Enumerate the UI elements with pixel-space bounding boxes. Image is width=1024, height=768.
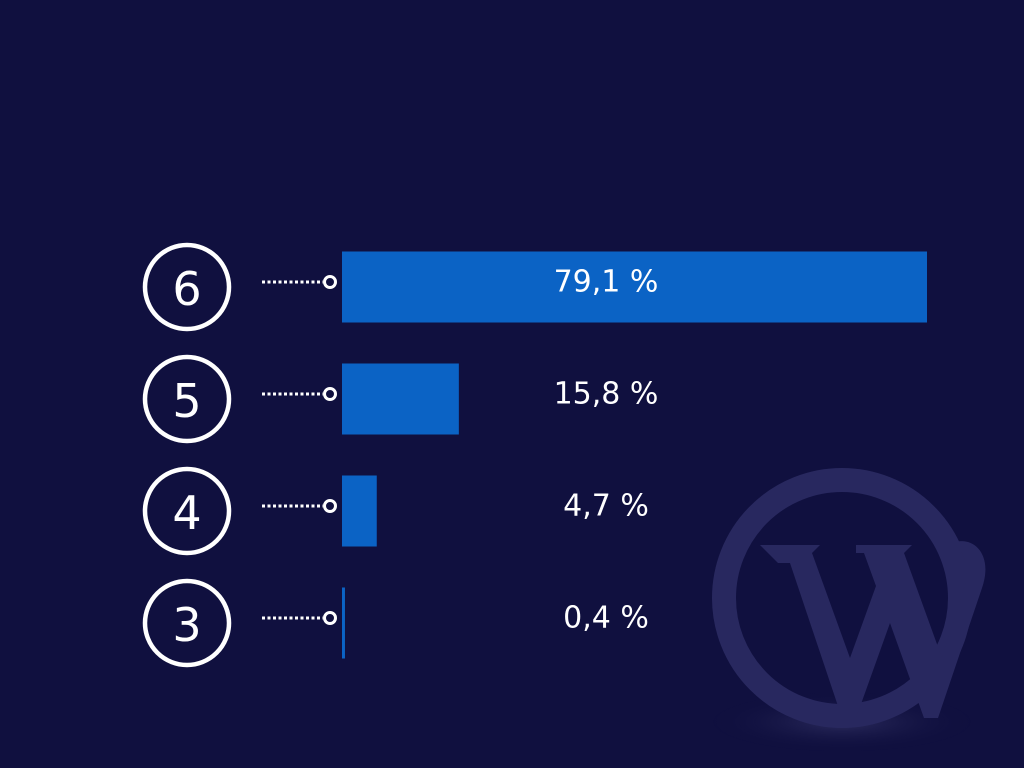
- connector-end: [323, 387, 337, 401]
- category-circle: [142, 242, 232, 332]
- category-label: 3: [172, 598, 201, 652]
- category-label: 5: [172, 374, 201, 428]
- connector-end: [323, 499, 337, 513]
- rows: 6 79,1 % 5 15,8 % 4 4,7 % 3 0,4 %: [142, 242, 927, 668]
- bar: [342, 363, 459, 435]
- logo-w: [760, 541, 986, 718]
- connector-end: [323, 611, 337, 625]
- value-label: 79,1 %: [554, 265, 659, 300]
- value-label: 15,8 %: [554, 377, 659, 412]
- category-circle: [142, 354, 232, 444]
- wordpress-logo: [712, 468, 986, 752]
- category-label: 4: [172, 486, 201, 540]
- category-label: 6: [172, 262, 201, 316]
- bar: [342, 251, 927, 323]
- value-label: 0,4 %: [563, 601, 649, 636]
- value-label: 4,7 %: [563, 489, 649, 524]
- connector-end: [323, 275, 337, 289]
- bar: [342, 587, 345, 659]
- category-circle: [142, 578, 232, 668]
- category-circle: [142, 466, 232, 556]
- bar: [342, 475, 377, 547]
